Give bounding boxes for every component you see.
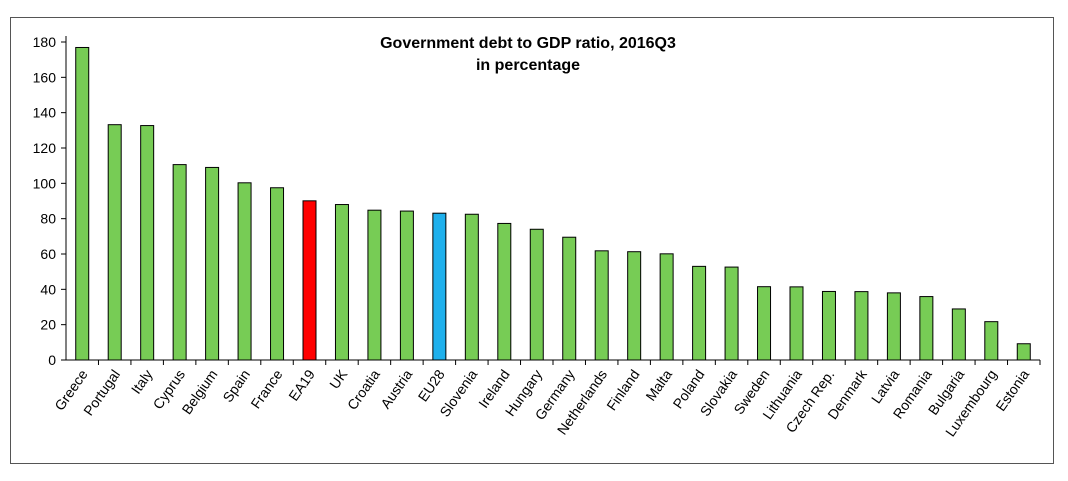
y-tick-label: 160 — [33, 69, 57, 85]
x-tick-label: Estonia — [992, 366, 1032, 414]
bar-estonia — [1016, 343, 1031, 361]
bar-spain — [237, 182, 252, 361]
bar-lithuania — [789, 286, 804, 361]
bar-italy — [140, 125, 155, 361]
bar-bulgaria — [951, 308, 966, 361]
bar-latvia — [886, 292, 901, 361]
bar-romania — [919, 296, 934, 361]
chart-frame — [10, 17, 1054, 464]
y-tick-label: 0 — [48, 352, 56, 368]
x-tick-label: France — [247, 366, 285, 411]
bar-czech-rep — [821, 290, 836, 361]
bar-austria — [399, 210, 414, 361]
bar-poland — [692, 265, 707, 361]
bar-eu28 — [432, 212, 447, 361]
bar-belgium — [205, 166, 220, 361]
bar-germany — [562, 236, 577, 361]
x-tick-label: Malta — [642, 366, 675, 403]
x-tick-label: UK — [326, 366, 351, 392]
bar-malta — [659, 253, 674, 361]
x-tick-label: EU28 — [415, 366, 448, 404]
bar-greece — [75, 46, 90, 361]
bar-slovenia — [464, 213, 479, 361]
y-tick-label: 100 — [33, 175, 57, 191]
x-tick-label: Croatia — [344, 366, 383, 412]
y-tick-label: 40 — [40, 281, 56, 297]
bar-netherlands — [594, 250, 609, 361]
bar-slovakia — [724, 266, 739, 361]
bar-portugal — [107, 124, 122, 361]
y-tick-label: 140 — [33, 105, 57, 121]
bar-denmark — [854, 291, 869, 361]
x-tick-label: Italy — [128, 367, 156, 397]
x-tick-label: Austria — [377, 366, 415, 411]
bar-croatia — [367, 209, 382, 361]
y-tick-label: 80 — [40, 211, 56, 227]
chart-subtitle: in percentage — [476, 57, 580, 74]
chart-title: Government debt to GDP ratio, 2016Q3 — [380, 35, 676, 52]
bar-ireland — [497, 222, 512, 361]
bars — [75, 46, 1031, 361]
bar-uk — [334, 204, 349, 361]
bar-luxembourg — [984, 321, 999, 361]
bar-france — [270, 187, 285, 361]
y-tick-label: 120 — [33, 140, 57, 156]
bar-ea19 — [302, 200, 317, 361]
y-axis-ticks: 0 20 40 60 80 100 120 140 160 180 — [33, 34, 66, 368]
bar-sweden — [757, 286, 772, 361]
x-tick-label: Finland — [603, 367, 642, 414]
x-tick-label: EA19 — [285, 366, 318, 403]
y-tick-label: 20 — [40, 317, 56, 333]
bar-cyprus — [172, 164, 187, 361]
bar-finland — [627, 251, 642, 361]
bar-hungary — [529, 228, 544, 361]
y-tick-label: 60 — [40, 246, 56, 262]
y-tick-label: 180 — [33, 34, 57, 50]
x-tick-label: Spain — [219, 367, 253, 406]
